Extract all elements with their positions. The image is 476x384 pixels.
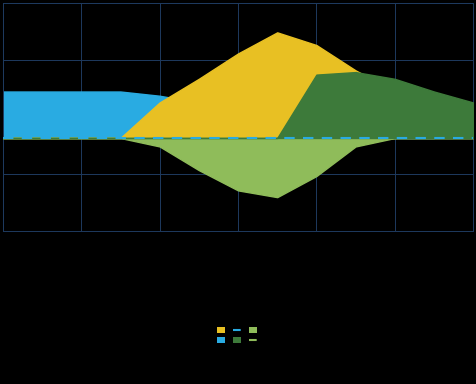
Legend: , , , , , : , , , , , — [214, 324, 262, 346]
